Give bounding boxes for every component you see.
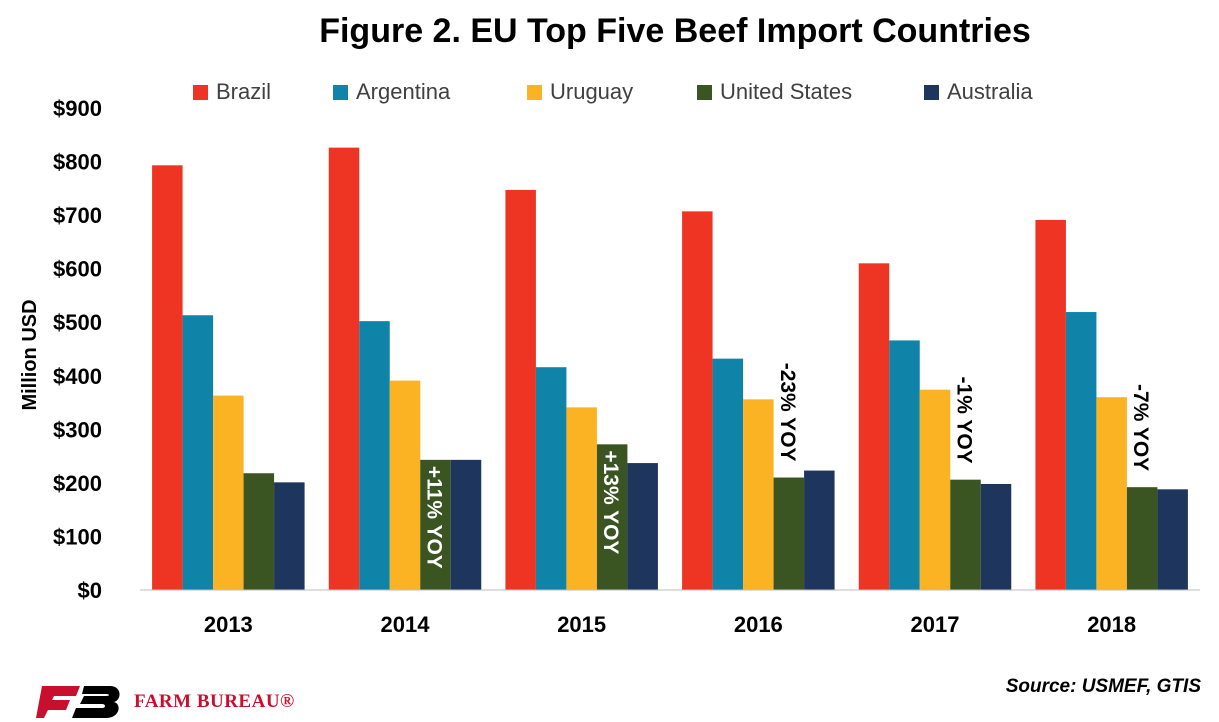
bar-brazil-2013 <box>152 165 183 590</box>
bar-brazil-2014 <box>328 147 360 590</box>
y-tick-label: $500 <box>53 310 102 335</box>
y-tick-label: $100 <box>53 524 102 549</box>
y-tick-label: $800 <box>53 150 102 175</box>
bar-uruguay-2018 <box>1096 397 1127 590</box>
y-tick-label: $300 <box>53 417 102 442</box>
fb-logo-icon <box>36 686 120 718</box>
x-tick-label: 2014 <box>381 612 431 637</box>
farm-bureau-logo: FARM BUREAU® <box>36 684 295 720</box>
bar-brazil-2015 <box>505 189 536 590</box>
legend-label: Argentina <box>356 79 451 104</box>
bar-argentina-2016 <box>712 358 744 590</box>
legend-swatch <box>924 85 939 100</box>
legend-swatch <box>697 85 712 100</box>
bar-uruguay-2016 <box>743 399 774 590</box>
bar-argentina-2017 <box>889 340 920 590</box>
y-tick-label: $700 <box>53 203 102 228</box>
bar-argentina-2014 <box>359 321 390 590</box>
legend-label: Australia <box>947 79 1033 104</box>
annotations: +11% YOY +13% YOY -23% YOY -1% YOY -7% YOY <box>423 363 1153 569</box>
logo-text: FARM BUREAU® <box>134 691 295 712</box>
bar-united-states-2017 <box>950 479 981 590</box>
annotation-label: +13% YOY <box>599 450 622 554</box>
legend-label: Brazil <box>216 79 271 104</box>
source-note: Source: USMEF, GTIS <box>1005 676 1201 697</box>
bar-australia-2013 <box>274 482 305 590</box>
bar-united-states-2014 <box>420 459 451 590</box>
bar-australia-2016 <box>804 470 835 590</box>
legend-swatch <box>333 85 348 100</box>
bar-brazil-2017 <box>858 263 890 590</box>
legend-label: United States <box>720 79 852 104</box>
x-tick-label: 2017 <box>911 612 960 637</box>
bar-uruguay-2014 <box>389 380 421 590</box>
bar-brazil-2016 <box>682 211 713 590</box>
y-axis-ticks: $0 $100 $200 $300 $400 $500 $600 $700 $800 $900 <box>53 96 102 603</box>
bar-brazil-2018 <box>1035 219 1066 591</box>
x-tick-label: 2016 <box>734 612 783 637</box>
annotation-label: -1% YOY <box>953 377 976 464</box>
x-tick-label: 2018 <box>1087 612 1136 637</box>
bar-uruguay-2013 <box>213 395 244 590</box>
chart-title: Figure 2. EU Top Five Beef Import Countr… <box>319 12 1031 50</box>
chart: Figure 2. EU Top Five Beef Import Countr… <box>19 12 1200 637</box>
x-axis-ticks: 2013 2014 2015 2016 2017 2018 <box>204 612 1136 637</box>
bar-united-states-2018 <box>1126 487 1158 590</box>
legend: Brazil Argentina Uruguay United States Austr… <box>193 79 1033 104</box>
bar-australia-2014 <box>450 459 482 590</box>
bar-argentina-2013 <box>182 315 214 590</box>
bar-united-states-2013 <box>243 473 275 590</box>
y-tick-label: $900 <box>53 96 102 121</box>
bars <box>152 147 1188 591</box>
y-axis-label: Million USD <box>19 299 41 410</box>
bar-united-states-2015 <box>596 444 628 590</box>
legend-label: Uruguay <box>550 79 633 104</box>
annotation-label: -23% YOY <box>776 363 799 462</box>
legend-swatch <box>193 85 208 100</box>
bar-uruguay-2015 <box>566 407 597 590</box>
bar-argentina-2015 <box>535 367 567 590</box>
bar-argentina-2018 <box>1065 312 1097 590</box>
bar-australia-2015 <box>627 463 658 590</box>
legend-swatch <box>527 85 542 100</box>
y-tick-label: $600 <box>53 257 102 282</box>
bar-united-states-2016 <box>773 477 805 590</box>
bar-uruguay-2017 <box>919 389 951 590</box>
y-tick-label: $200 <box>53 471 102 496</box>
annotation-label: -7% YOY <box>1129 384 1152 471</box>
x-tick-label: 2013 <box>204 612 253 637</box>
bar-australia-2017 <box>980 483 1012 590</box>
bar-australia-2018 <box>1157 489 1188 590</box>
annotation-label: +11% YOY <box>423 466 446 569</box>
y-tick-label: $400 <box>53 364 102 389</box>
x-tick-label: 2015 <box>557 612 606 637</box>
y-tick-label: $0 <box>78 578 102 603</box>
